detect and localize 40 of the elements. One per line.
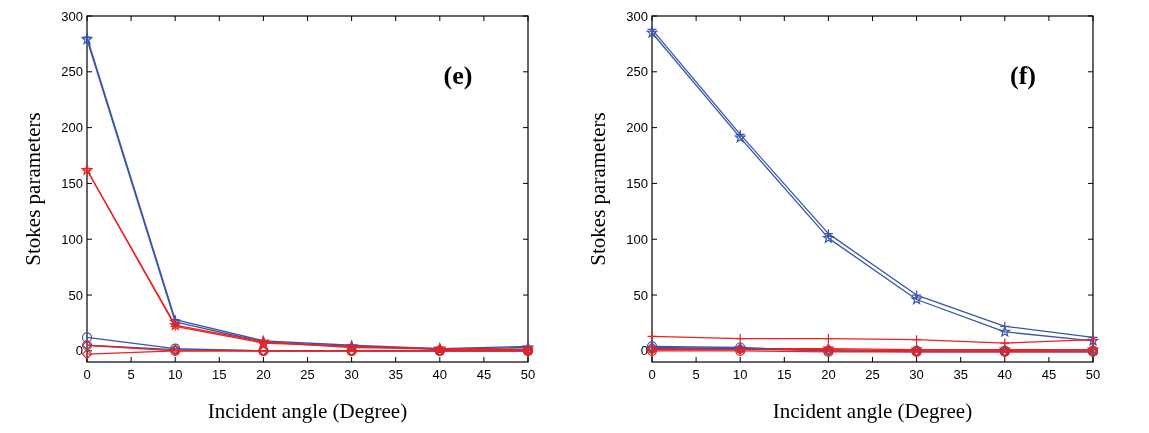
text: (e)	[443, 61, 473, 90]
x-tick-label: 5	[692, 367, 700, 382]
x-tick-label: 30	[909, 367, 924, 382]
y-tick-label: 150	[626, 175, 648, 191]
y-axis-title: Stokes parameters	[586, 112, 610, 266]
y-tick-label: 300	[61, 8, 83, 24]
x-tick-label: 20	[256, 367, 271, 382]
x-tick-label: 10	[167, 367, 183, 382]
y-tick-label: 0	[75, 343, 83, 359]
x-tick-label: 40	[432, 367, 448, 382]
x-tick-label: 50	[1085, 367, 1101, 382]
y-tick-label: 0	[640, 343, 648, 359]
x-tick-label: 40	[997, 367, 1013, 382]
x-tick-label: 45	[1041, 367, 1057, 382]
x-tick-label: 50	[520, 367, 536, 382]
x-tick-label: 10	[732, 367, 748, 382]
x-tick-label: 45	[476, 367, 492, 382]
y-tick-label: 200	[61, 120, 83, 136]
x-tick-label: 15	[777, 367, 792, 382]
x-tick-label: 25	[865, 367, 880, 382]
y-tick-label: 150	[61, 175, 83, 191]
y-tick-label: 100	[61, 231, 83, 247]
x-tick-label: 15	[212, 367, 227, 382]
x-axis-title: Incident angle (Degree)	[207, 399, 408, 423]
x-tick-label: 20	[821, 367, 836, 382]
x-tick-label: 30	[344, 367, 359, 382]
y-tick-label: 250	[626, 64, 648, 80]
x-axis-title: Incident angle (Degree)	[772, 399, 973, 423]
x-tick-label: 25	[300, 367, 315, 382]
y-tick-label: 300	[626, 8, 648, 24]
text: (f)	[1010, 61, 1036, 90]
x-tick-label: 35	[953, 367, 968, 382]
y-tick-label: 100	[626, 231, 648, 247]
x-tick-label: 5	[127, 367, 135, 382]
x-tick-label: 35	[388, 367, 403, 382]
y-axis-title: Stokes parameters	[21, 112, 45, 266]
y-tick-label: 250	[61, 64, 83, 80]
y-tick-label: 50	[633, 287, 648, 303]
y-tick-label: 200	[626, 120, 648, 136]
y-tick-label: 50	[68, 287, 83, 303]
